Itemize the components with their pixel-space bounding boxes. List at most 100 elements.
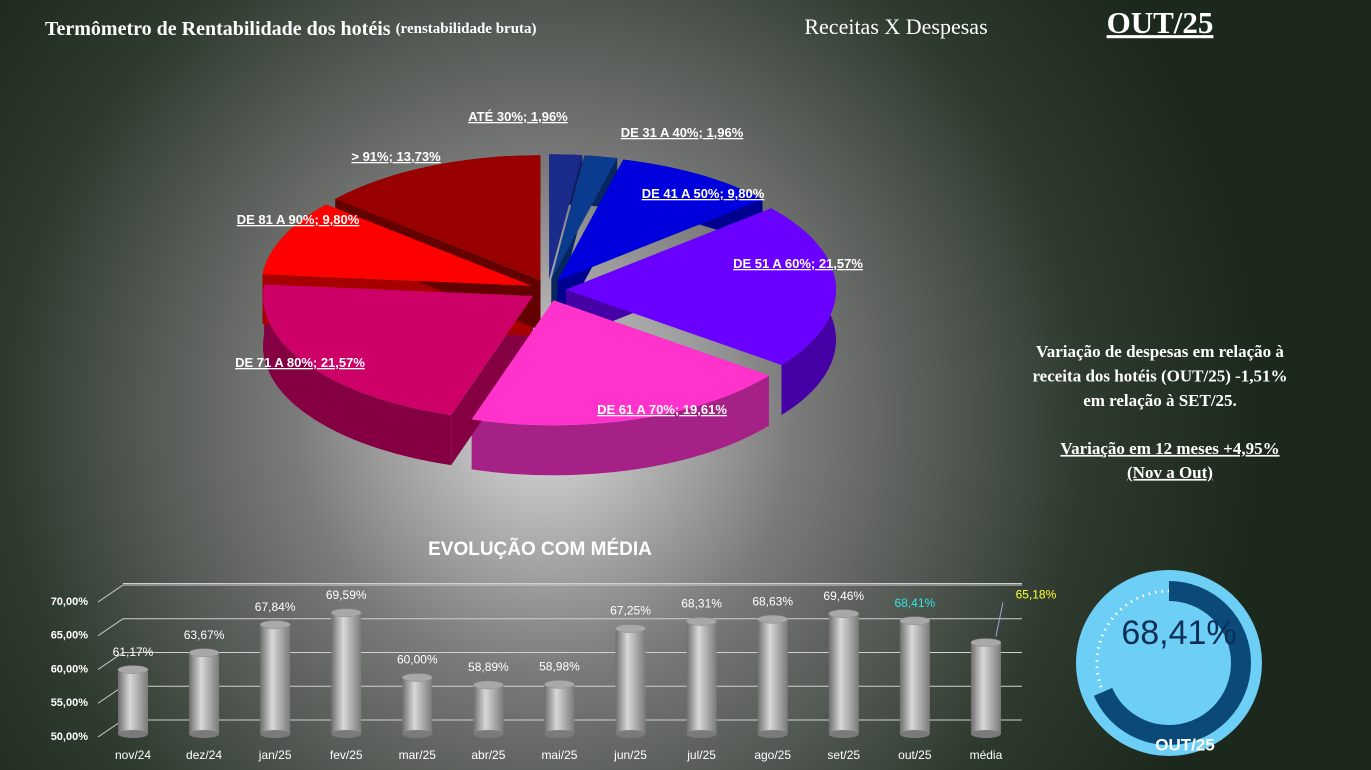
header-title: Termômetro de Rentabilidade dos hotéis (… bbox=[45, 18, 537, 40]
gauge-caption: OUT/25 bbox=[1155, 735, 1215, 754]
bar-base bbox=[189, 730, 220, 738]
x-tick-label: fev/25 bbox=[330, 748, 363, 762]
pie-label: DE 41 A 50%; 9,80% bbox=[642, 186, 765, 201]
x-tick-label: set/25 bbox=[827, 748, 860, 762]
pie-slice-wall bbox=[471, 375, 769, 476]
bar bbox=[686, 621, 717, 734]
bar-top bbox=[615, 624, 646, 633]
pie-label: DE 61 A 70%; 19,61% bbox=[597, 402, 727, 417]
pie-value-label: 19,61% bbox=[683, 402, 728, 417]
value-label: 58,98% bbox=[539, 660, 580, 674]
pie-category: DE 71 A 80% bbox=[235, 355, 313, 370]
pie-separator: ; bbox=[313, 355, 321, 370]
y-tick-label: 55,00% bbox=[51, 697, 89, 709]
bar-base bbox=[757, 730, 788, 738]
bar-base bbox=[828, 730, 859, 738]
bar-base bbox=[686, 730, 717, 738]
bar-base bbox=[402, 730, 433, 738]
bar-top bbox=[402, 673, 433, 682]
bar-top bbox=[117, 665, 149, 674]
pie-separator: ; bbox=[719, 186, 727, 201]
note-line: em relação à SET/25. bbox=[1083, 391, 1237, 410]
bar-top bbox=[686, 617, 717, 626]
x-tick-label: jan/25 bbox=[258, 748, 292, 762]
grid-line bbox=[97, 618, 1022, 637]
pie-slice bbox=[551, 155, 618, 280]
pie-category: DE 41 A 50% bbox=[642, 186, 720, 201]
pie-value-label: 21,57% bbox=[321, 355, 366, 370]
bar-base bbox=[260, 730, 291, 738]
notes: Variação de despesas em relação à receita… bbox=[1032, 342, 1287, 482]
bar bbox=[473, 684, 504, 734]
value-label: 68,63% bbox=[752, 594, 793, 608]
bar bbox=[260, 624, 291, 734]
charts: ATÉ 30%; 1,96% DE 31 A 40%; 1,96% DE 41 A … bbox=[51, 109, 1262, 762]
pie-separator: ; bbox=[811, 256, 819, 271]
bar bbox=[615, 628, 646, 734]
bar-base bbox=[615, 730, 646, 738]
pie-slice bbox=[549, 154, 583, 280]
bar-chart: EVOLUÇÃO COM MÉDIA 50,00% 55,00% 60,00% 65,0… bbox=[51, 538, 1057, 762]
x-tick-label: abr/25 bbox=[471, 748, 505, 762]
pie-value-label: 9,80% bbox=[322, 212, 359, 227]
pie-separator: ; bbox=[675, 402, 683, 417]
pie-label: > 91%; 13,73% bbox=[351, 149, 441, 164]
bar bbox=[828, 613, 859, 734]
bar-base bbox=[544, 730, 575, 738]
pie-slice-wall bbox=[262, 284, 452, 466]
y-tick-label: 50,00% bbox=[51, 731, 89, 743]
value-label: 69,59% bbox=[326, 588, 367, 602]
pie-slice-side bbox=[451, 295, 533, 466]
pie-label: DE 51 A 60%; 21,57% bbox=[733, 256, 863, 271]
gauge: 68,41% OUT/25 bbox=[1076, 570, 1262, 756]
pie-slice bbox=[557, 159, 763, 281]
x-tick-label: jul/25 bbox=[686, 748, 716, 762]
pie-value-label: 1,96% bbox=[706, 125, 743, 140]
pie-slice bbox=[335, 155, 541, 281]
title: Termômetro de Rentabilidade dos hotéis bbox=[45, 18, 391, 40]
bar bbox=[544, 684, 575, 734]
bar bbox=[970, 642, 1001, 734]
value-label: 68,41% bbox=[894, 596, 935, 610]
bar-top bbox=[188, 648, 220, 657]
pie-slice-wall-shade bbox=[262, 284, 452, 466]
x-tick-label: jun/25 bbox=[613, 748, 647, 762]
bar bbox=[118, 669, 148, 734]
bar bbox=[402, 677, 433, 734]
pie-separator: ; bbox=[698, 125, 706, 140]
y-tick-label: 70,00% bbox=[51, 596, 89, 608]
gauge-arc bbox=[1087, 581, 1251, 745]
label-leader bbox=[995, 602, 1004, 637]
header-period: OUT/25 bbox=[1107, 5, 1214, 40]
grid-line bbox=[97, 584, 1022, 603]
bar-top bbox=[757, 614, 788, 624]
value-label: 58,89% bbox=[468, 660, 509, 674]
bar-base bbox=[970, 730, 1001, 738]
bar-base bbox=[473, 730, 504, 738]
bar-top bbox=[473, 680, 504, 690]
pie-separator: ; bbox=[314, 212, 322, 227]
note-highlight: (Nov a Out) bbox=[1127, 463, 1213, 482]
x-tick-label: mai/25 bbox=[541, 748, 577, 762]
pie-slice-side-shade bbox=[451, 295, 533, 466]
pie-slice bbox=[565, 208, 836, 365]
pie-tops bbox=[262, 154, 836, 426]
note-line: Variação de despesas em relação à bbox=[1036, 342, 1284, 361]
bar-top bbox=[828, 609, 860, 618]
x-tick-label: ago/25 bbox=[754, 748, 791, 762]
value-label: 60,00% bbox=[397, 653, 438, 667]
bar bbox=[757, 619, 788, 734]
bar bbox=[899, 620, 930, 734]
y-tick-label: 60,00% bbox=[51, 663, 89, 675]
subtitle: (renstabilidade bruta) bbox=[396, 21, 537, 37]
pie-label: ATÉ 30%; 1,96% bbox=[468, 109, 568, 124]
pie-label: DE 31 A 40%; 1,96% bbox=[621, 125, 744, 140]
bar-top bbox=[330, 608, 362, 618]
pie-category: > 91% bbox=[351, 149, 389, 164]
pie-value-label: 9,80% bbox=[727, 186, 764, 201]
bar-top bbox=[970, 638, 1002, 647]
gauge-value: 68,41% bbox=[1121, 614, 1236, 652]
pie-slice-wall-shade bbox=[471, 375, 769, 476]
value-label: 67,84% bbox=[255, 600, 296, 614]
x-tick-label: mar/25 bbox=[399, 748, 437, 762]
